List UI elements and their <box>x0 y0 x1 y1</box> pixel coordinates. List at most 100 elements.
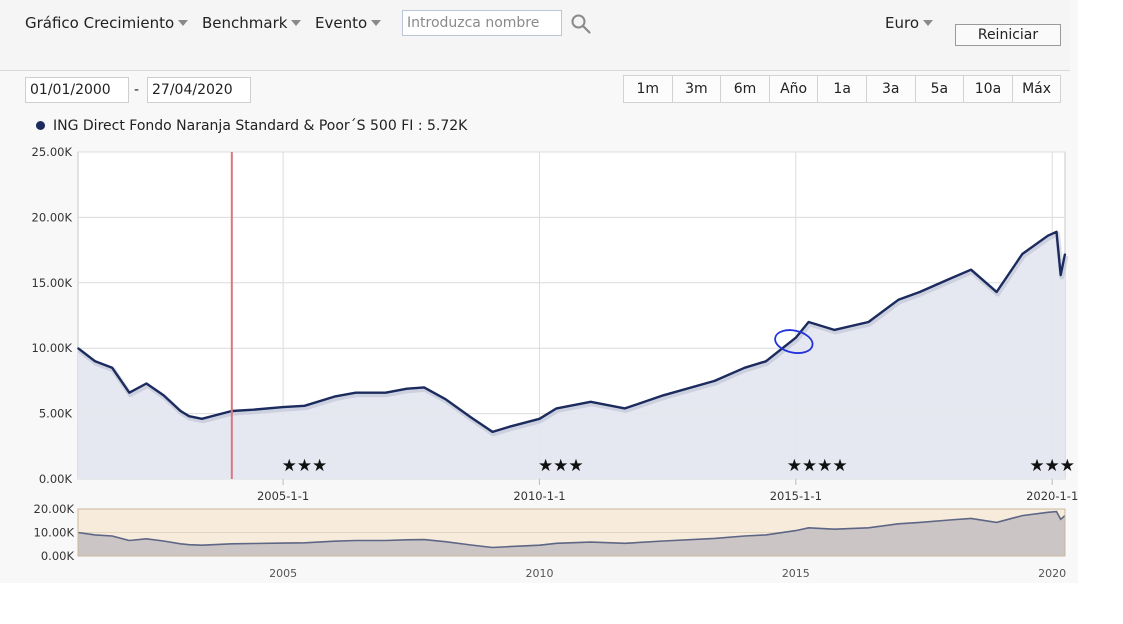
rating-stars: ★★★ <box>538 456 584 476</box>
range-selector: 1m 3m 6m Año 1a 3a 5a 10a Máx <box>623 75 1062 103</box>
legend-label: ING Direct Fondo Naranja Standard & Poor… <box>53 118 468 134</box>
navigator-series-area <box>78 511 1065 556</box>
navigator-y-tick-label: 10.00K <box>34 526 75 540</box>
range-button-3m[interactable]: 3m <box>671 75 722 103</box>
series-point <box>833 329 836 331</box>
caret-down-icon <box>291 19 302 26</box>
series-line <box>77 230 1067 434</box>
benchmark-menu[interactable]: Benchmark <box>202 14 302 32</box>
range-button-ytd[interactable]: Año <box>768 75 819 103</box>
series-point <box>624 407 626 410</box>
reset-button[interactable]: Reiniciar <box>955 24 1061 46</box>
end-date-input[interactable] <box>147 77 251 103</box>
series-point <box>897 299 900 301</box>
y-tick-label: 10.00K <box>32 341 73 355</box>
series-point <box>491 431 494 433</box>
range-button-10y[interactable]: 10a <box>963 75 1013 103</box>
series-point <box>765 360 767 363</box>
y-tick-label: 0.00K <box>39 472 73 486</box>
series-point <box>94 360 96 363</box>
series-point <box>128 391 131 394</box>
range-button-5y[interactable]: 5a <box>914 75 965 103</box>
navigator-y-tick-label: 0.00K <box>41 549 75 563</box>
currency-menu[interactable]: Euro <box>885 14 933 32</box>
search-icon[interactable] <box>570 13 592 35</box>
series-point <box>807 321 810 323</box>
navigator-x-tick-label: 2020 <box>1038 567 1066 580</box>
legend-marker-icon <box>36 120 45 130</box>
series-point <box>795 336 797 339</box>
caret-down-icon <box>923 19 933 26</box>
series-point <box>303 404 306 407</box>
range-button-1y[interactable]: 1a <box>817 75 867 103</box>
series-area <box>78 231 1065 479</box>
range-button-1m[interactable]: 1m <box>623 75 673 103</box>
series-point <box>995 291 998 293</box>
rating-stars: ★★★★ <box>787 456 848 476</box>
range-button-max[interactable]: Máx <box>1011 75 1062 103</box>
series-point <box>111 367 113 369</box>
series-point <box>867 321 870 323</box>
caret-down-icon <box>371 19 382 26</box>
series-point <box>252 408 254 411</box>
series-point <box>1021 253 1024 255</box>
navigator-frame <box>77 508 1066 557</box>
y-tick-label: 25.00K <box>32 145 73 159</box>
toolbar: Gráfico Crecimiento Benchmark Evento Eur… <box>0 0 1070 71</box>
series-point <box>179 410 182 412</box>
series-point <box>77 347 79 349</box>
series-point <box>384 391 387 394</box>
event-menu[interactable]: Evento <box>315 14 382 32</box>
growth-chart: 0.00K 5.00K 10.00K 15.00K 20.00K 25.00K 2005-1… <box>32 145 1079 580</box>
series-point <box>444 398 447 401</box>
benchmark-menu-label: Benchmark <box>202 14 288 32</box>
series-point <box>948 278 951 280</box>
y-tick-label: 5.00K <box>39 407 73 421</box>
series-point <box>970 268 972 271</box>
series-point <box>282 406 284 408</box>
series-point <box>354 391 357 394</box>
rating-stars: ★★★ <box>282 456 328 476</box>
legend-item[interactable]: ING Direct Fondo Naranja Standard & Poor… <box>36 118 467 134</box>
series-point <box>662 394 665 397</box>
date-separator: - <box>134 82 140 98</box>
navigator-y-tick-label: 20.00K <box>34 502 75 516</box>
rating-stars: ★★★ <box>1029 456 1075 476</box>
annotation-circle <box>774 329 814 354</box>
series-point <box>1047 234 1049 237</box>
navigator-x-tick-label: 2015 <box>782 567 810 580</box>
growth-chart-menu[interactable]: Gráfico Crecimiento <box>25 14 189 32</box>
range-button-3y[interactable]: 3a <box>865 75 916 103</box>
series-point <box>1064 253 1066 255</box>
series-point <box>470 416 472 419</box>
series-point <box>743 367 746 369</box>
range-button-6m[interactable]: 6m <box>720 75 770 103</box>
series-point <box>589 401 592 403</box>
series-point <box>201 418 203 420</box>
y-tick-label: 20.00K <box>32 210 73 224</box>
series-point <box>162 394 165 397</box>
series-point <box>145 382 148 385</box>
navigator-series-line <box>77 510 1066 549</box>
x-tick-label: 2015-1-1 <box>770 489 822 503</box>
series-point <box>538 418 541 420</box>
currency-menu-label: Euro <box>885 14 919 32</box>
x-tick-label: 2020-1-1 <box>1026 489 1078 503</box>
series-point <box>188 415 190 418</box>
y-tick-label: 15.00K <box>32 276 73 290</box>
caret-down-icon <box>178 19 189 26</box>
navigator-x-tick-label: 2010 <box>525 567 553 580</box>
growth-chart-menu-label: Gráfico Crecimiento <box>25 14 175 32</box>
series-point <box>333 395 336 398</box>
search-input[interactable] <box>402 10 562 36</box>
x-tick-label: 2010-1-1 <box>513 489 565 503</box>
start-date-input[interactable] <box>25 77 129 103</box>
event-menu-label: Evento <box>315 14 368 32</box>
series-point <box>918 291 921 293</box>
series-point <box>555 407 558 410</box>
x-tick-label: 2005-1-1 <box>257 489 309 503</box>
series-point <box>713 380 716 382</box>
series-point <box>423 386 425 389</box>
series-line-shadow <box>77 231 1069 437</box>
navigator-x-tick-label: 2005 <box>269 567 297 580</box>
